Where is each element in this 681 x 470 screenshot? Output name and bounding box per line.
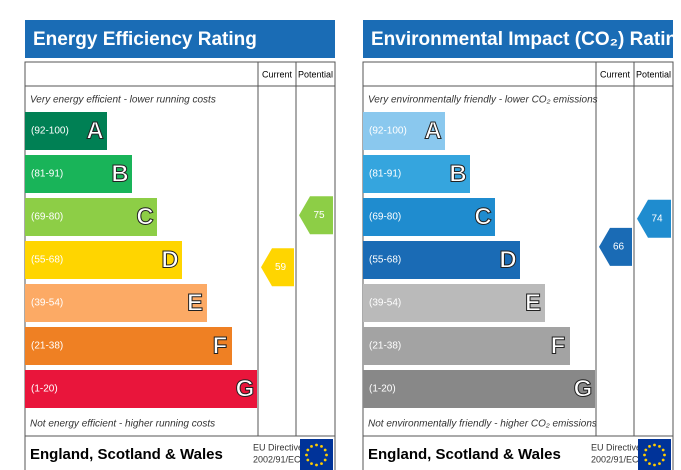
eu-star (653, 443, 656, 447)
potential-arrow (299, 196, 333, 235)
eu-star (320, 444, 323, 448)
eu-star (325, 453, 328, 457)
title-bar (363, 20, 673, 58)
current-header: Current (600, 69, 631, 79)
eu-star (658, 444, 661, 448)
eu-star (648, 444, 651, 448)
band-letter: A (86, 117, 103, 144)
rating-band (363, 327, 570, 365)
band-letter: B (111, 160, 128, 187)
band-letter: E (525, 289, 541, 316)
eu-star (648, 462, 651, 466)
band-range: (55-68) (31, 255, 63, 266)
current-value: 59 (275, 262, 287, 273)
band-letter: D (499, 246, 516, 273)
eu-star (315, 443, 318, 447)
eu-star (644, 448, 648, 452)
eu-star (323, 458, 327, 462)
band-range: (92-100) (31, 126, 69, 137)
band-letter: F (213, 332, 228, 359)
eu-star (310, 444, 313, 448)
eu-star (643, 453, 646, 457)
eu-star (306, 448, 310, 452)
chart-title: Energy Efficiency Rating (33, 29, 257, 50)
rating-band (363, 284, 545, 322)
directive: EU Directive (253, 442, 303, 452)
eu-star (305, 453, 308, 457)
footer-region: England, Scotland & Wales (368, 446, 561, 463)
rating-band (25, 327, 232, 365)
directive: 2002/91/EC (253, 454, 301, 464)
current-header: Current (262, 69, 293, 79)
potential-header: Potential (636, 69, 671, 79)
current-value: 66 (613, 241, 625, 252)
rating-band (25, 155, 132, 193)
rating-band (25, 241, 182, 279)
rating-band (363, 370, 595, 408)
band-letter: A (424, 117, 441, 144)
band-range: (21-38) (31, 341, 63, 352)
eu-star (663, 453, 666, 457)
rating-band (363, 241, 520, 279)
band-range: (1-20) (31, 384, 58, 395)
top-note: Very environmentally friendly - lower CO… (368, 95, 598, 106)
band-range: (69-80) (369, 212, 401, 223)
current-arrow (599, 227, 632, 266)
eu-star (320, 462, 323, 466)
bottom-note: Not energy efficient - higher running co… (30, 419, 215, 430)
eu-star (658, 462, 661, 466)
potential-value: 75 (313, 210, 325, 221)
potential-arrow (637, 199, 671, 238)
rating-band (25, 198, 157, 236)
band-letter: F (551, 332, 566, 359)
rating-band (363, 198, 495, 236)
band-letter: C (136, 203, 153, 230)
rating-band (25, 370, 257, 408)
eu-star (653, 463, 656, 467)
eu-star (323, 448, 327, 452)
band-range: (1-20) (369, 384, 396, 395)
rating-band (25, 112, 107, 150)
title-bar (25, 20, 335, 58)
eu-star (315, 463, 318, 467)
band-letter: E (187, 289, 203, 316)
band-range: (69-80) (31, 212, 63, 223)
eu-star (661, 448, 665, 452)
band-letter: C (474, 203, 491, 230)
band-range: (39-54) (31, 298, 63, 309)
current-arrow (261, 248, 294, 287)
rating-band (25, 284, 207, 322)
rating-band (363, 112, 445, 150)
band-letter: G (236, 375, 255, 402)
eu-star (661, 458, 665, 462)
eu-star (644, 458, 648, 462)
band-range: (81-91) (369, 169, 401, 180)
rating-band (363, 155, 470, 193)
band-letter: B (449, 160, 466, 187)
band-range: (55-68) (369, 255, 401, 266)
footer-region: England, Scotland & Wales (30, 446, 223, 463)
top-note: Very energy efficient - lower running co… (30, 95, 216, 106)
band-range: (39-54) (369, 298, 401, 309)
band-range: (21-38) (369, 341, 401, 352)
band-letter: G (574, 375, 593, 402)
band-range: (81-91) (31, 169, 63, 180)
potential-header: Potential (298, 69, 333, 79)
potential-value: 74 (651, 213, 663, 224)
band-range: (92-100) (369, 126, 407, 137)
directive: 2002/91/EC (591, 454, 639, 464)
eu-star (306, 458, 310, 462)
chart-title: Environmental Impact (CO₂) Rating (371, 29, 681, 50)
directive: EU Directive (591, 442, 641, 452)
band-letter: D (161, 246, 178, 273)
eu-star (310, 462, 313, 466)
bottom-note: Not environmentally friendly - higher CO… (368, 419, 597, 430)
